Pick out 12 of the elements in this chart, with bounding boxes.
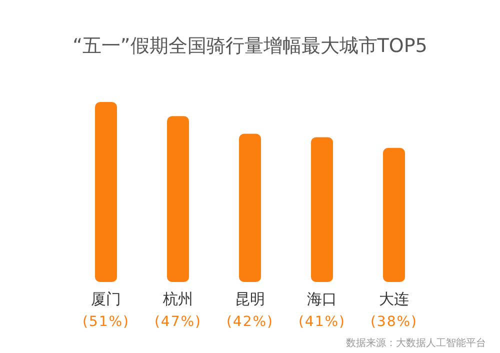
x-tick-label: 杭州	[162, 290, 193, 308]
data-label: (38%)	[370, 314, 418, 330]
x-tick-label: 昆明	[235, 290, 265, 308]
source-note: 数据来源：大数据人工智能平台	[346, 337, 486, 349]
data-label: (41%)	[298, 314, 346, 330]
title: “五一”假期全国骑行量增幅最大城市TOP5	[72, 35, 428, 57]
x-tick-label: 大连	[379, 290, 409, 308]
data-label: (51%)	[82, 314, 130, 330]
x-tick-label: 厦门	[91, 290, 121, 308]
x-tick-label: 海口	[307, 290, 337, 308]
data-label: (47%)	[154, 314, 202, 330]
data-label: (42%)	[226, 314, 274, 330]
